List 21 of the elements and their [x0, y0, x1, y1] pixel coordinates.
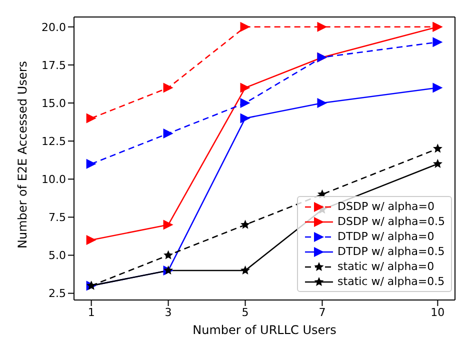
y-tick-label: 10.0: [42, 173, 66, 186]
legend-label: static w/ alpha=0: [338, 259, 434, 274]
x-tick-label: 1: [88, 306, 95, 319]
legend-label: DTDP w/ alpha=0.5: [338, 244, 445, 259]
y-axis-title: Number of E2E Accessed Users: [15, 60, 30, 248]
x-tick-label: 7: [318, 306, 326, 319]
x-tick-label: 5: [242, 306, 249, 319]
x-tick-label: 10: [430, 306, 445, 319]
x-axis-title: Number of URLLC Users: [192, 323, 336, 337]
legend-label: DTDP w/ alpha=0: [338, 229, 434, 244]
y-tick-label: 2.5: [48, 287, 66, 300]
y-tick-label: 7.5: [48, 211, 66, 224]
y-tick-label: 15.0: [42, 96, 66, 110]
legend-label: static w/ alpha=0.5: [338, 274, 445, 289]
y-tick-label: 12.5: [42, 134, 66, 148]
y-tick-label: 5.0: [48, 249, 66, 262]
y-tick-label: 17.5: [42, 58, 66, 72]
x-tick-label: 3: [164, 306, 172, 319]
y-tick-label: 20.0: [42, 20, 66, 34]
legend-label: DSDP w/ alpha=0: [338, 199, 434, 214]
legend-label: DSDP w/ alpha=0.5: [338, 214, 445, 229]
